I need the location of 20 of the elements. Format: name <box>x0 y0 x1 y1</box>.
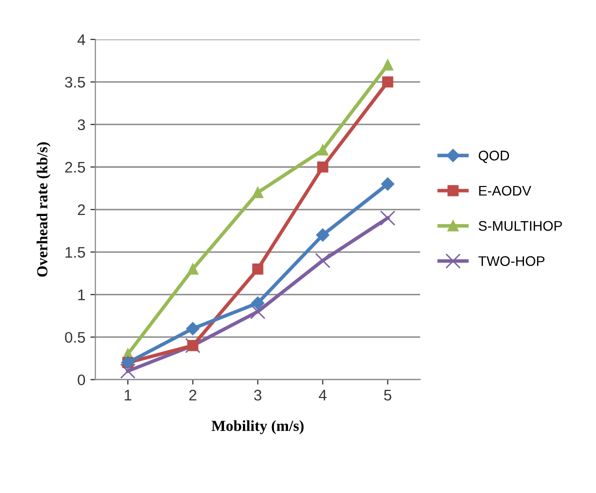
x-tick-label: 3 <box>254 390 262 401</box>
y-tick-label: 0.5 <box>65 332 85 343</box>
legend-label: S-MULTIHOP <box>478 221 562 231</box>
y-tick-label: 1.5 <box>66 247 85 258</box>
y-axis-title: Overhead rate (kb/s) <box>36 142 51 277</box>
y-tick-label: 0 <box>78 374 86 386</box>
x-tick-label: 4 <box>318 390 327 400</box>
y-tick-label: 4 <box>77 34 86 45</box>
x-tick-label: 2 <box>189 390 196 400</box>
x-axis-title: Mobility (m/s) <box>212 420 304 434</box>
legend-label: E-AODV <box>479 186 532 196</box>
legend-label: TWO-HOP <box>478 256 544 266</box>
legend-label: QOD <box>478 150 510 163</box>
x-tick-label: 5 <box>384 390 392 401</box>
y-tick-label: 3.5 <box>64 76 85 88</box>
y-tick-label: 3 <box>78 119 85 130</box>
y-tick-label: 2 <box>78 204 85 216</box>
y-tick-label: 2.5 <box>65 162 85 173</box>
y-tick-label: 1 <box>78 290 85 300</box>
x-tick-label: 1 <box>124 390 132 400</box>
